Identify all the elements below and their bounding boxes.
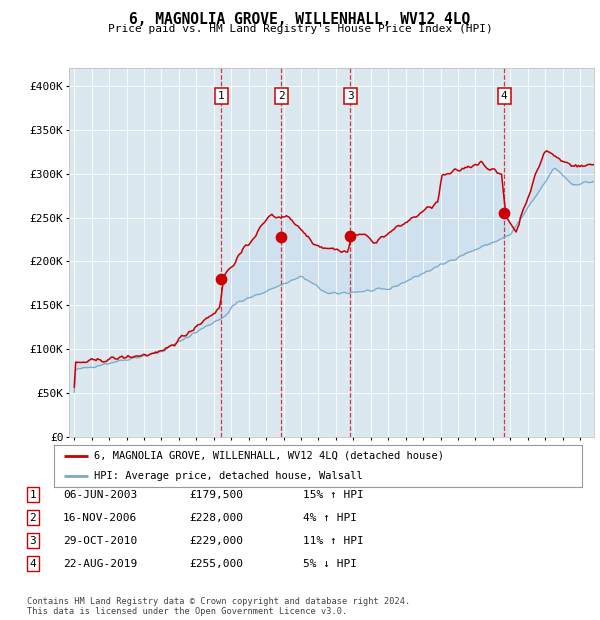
Text: £255,000: £255,000	[189, 559, 243, 569]
Text: This data is licensed under the Open Government Licence v3.0.: This data is licensed under the Open Gov…	[27, 606, 347, 616]
Text: Price paid vs. HM Land Registry's House Price Index (HPI): Price paid vs. HM Land Registry's House …	[107, 24, 493, 34]
Text: 16-NOV-2006: 16-NOV-2006	[63, 513, 137, 523]
Text: 3: 3	[347, 91, 354, 101]
Text: 6, MAGNOLIA GROVE, WILLENHALL, WV12 4LQ (detached house): 6, MAGNOLIA GROVE, WILLENHALL, WV12 4LQ …	[94, 451, 443, 461]
Text: 6, MAGNOLIA GROVE, WILLENHALL, WV12 4LQ: 6, MAGNOLIA GROVE, WILLENHALL, WV12 4LQ	[130, 12, 470, 27]
Point	[346, 231, 355, 241]
Text: 5% ↓ HPI: 5% ↓ HPI	[303, 559, 357, 569]
Text: 15% ↑ HPI: 15% ↑ HPI	[303, 490, 364, 500]
Text: 4: 4	[501, 91, 508, 101]
Text: HPI: Average price, detached house, Walsall: HPI: Average price, detached house, Wals…	[94, 471, 362, 480]
Text: 3: 3	[29, 536, 37, 546]
Text: £229,000: £229,000	[189, 536, 243, 546]
Text: £228,000: £228,000	[189, 513, 243, 523]
Text: 4% ↑ HPI: 4% ↑ HPI	[303, 513, 357, 523]
Text: £179,500: £179,500	[189, 490, 243, 500]
Text: 29-OCT-2010: 29-OCT-2010	[63, 536, 137, 546]
Text: 4: 4	[29, 559, 37, 569]
Point	[217, 275, 226, 285]
Point	[277, 232, 286, 242]
Text: 1: 1	[218, 91, 224, 101]
Text: 11% ↑ HPI: 11% ↑ HPI	[303, 536, 364, 546]
Text: 2: 2	[278, 91, 285, 101]
Text: Contains HM Land Registry data © Crown copyright and database right 2024.: Contains HM Land Registry data © Crown c…	[27, 597, 410, 606]
Text: 22-AUG-2019: 22-AUG-2019	[63, 559, 137, 569]
Point	[499, 208, 509, 218]
Text: 1: 1	[29, 490, 37, 500]
Text: 06-JUN-2003: 06-JUN-2003	[63, 490, 137, 500]
Text: 2: 2	[29, 513, 37, 523]
